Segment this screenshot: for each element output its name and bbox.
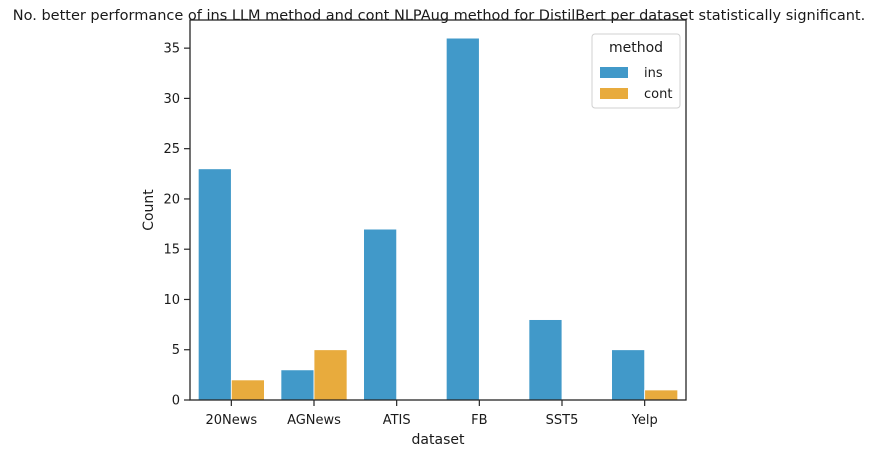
y-tick-label: 35	[163, 42, 180, 57]
bar-cont-Yelp	[644, 389, 679, 401]
legend-label-cont: cont	[644, 87, 672, 102]
legend-swatch-cont	[600, 88, 628, 99]
bar-ins-ATIS	[363, 228, 398, 401]
y-tick-label: 5	[172, 343, 180, 358]
bar-ins-Yelp	[611, 349, 646, 401]
bar-ins-20News	[197, 168, 232, 401]
x-axis: 20News AGNews ATIS FB SST5 Yelp	[205, 400, 658, 428]
bar-cont-20News	[230, 379, 265, 401]
x-tick-label: ATIS	[383, 413, 411, 428]
legend-swatch-ins	[600, 67, 628, 78]
chart-title: No. better performance of ins LLM method…	[13, 8, 865, 24]
legend-label-ins: ins	[644, 66, 663, 81]
y-tick-label: 25	[163, 142, 180, 157]
x-tick-label: 20News	[205, 413, 257, 428]
legend-title: method	[609, 40, 663, 56]
bar-cont-AGNews	[313, 349, 348, 401]
bar-ins-FB	[445, 37, 480, 401]
x-tick-label: FB	[471, 413, 487, 428]
y-tick-label: 10	[163, 293, 180, 308]
plot-frame	[189, 19, 687, 401]
legend: method ins cont	[591, 33, 681, 109]
x-axis-label: dataset	[412, 432, 465, 448]
bar-ins-SST5	[528, 319, 563, 401]
y-tick-label: 15	[163, 243, 180, 258]
bar-ins-AGNews	[280, 369, 315, 401]
x-tick-label: Yelp	[631, 413, 658, 428]
x-tick-label: SST5	[546, 413, 579, 428]
y-tick-label: 30	[163, 92, 180, 107]
y-tick-label: 0	[172, 394, 180, 409]
y-tick-label: 20	[163, 192, 180, 207]
y-axis: 0 5 10 15 20 25 30 35	[163, 42, 190, 409]
bars-group	[197, 37, 679, 401]
y-axis-label: Count	[141, 189, 157, 231]
x-tick-label: AGNews	[287, 413, 341, 428]
